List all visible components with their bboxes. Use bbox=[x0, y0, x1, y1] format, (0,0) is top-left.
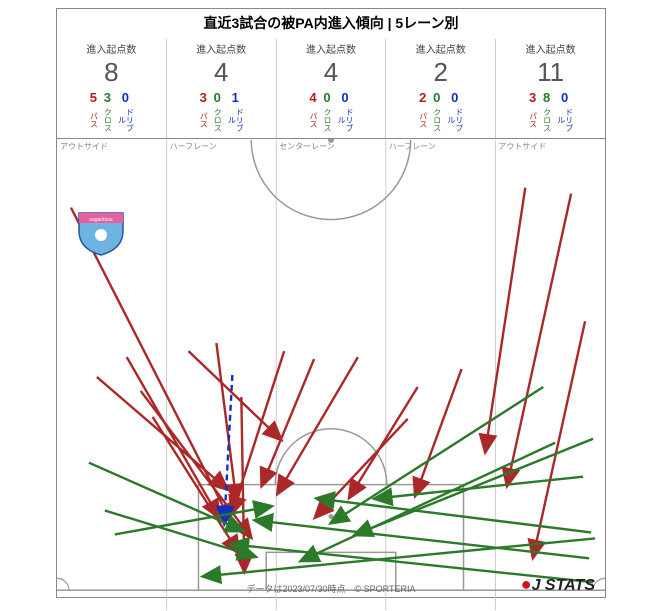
svg-text:sagantosu: sagantosu bbox=[89, 217, 112, 223]
lane-cell: 進入起点数22パス0クロス0ドリブル bbox=[386, 39, 496, 138]
arrow-drib bbox=[224, 375, 232, 522]
arrow-pass bbox=[316, 418, 408, 516]
jstats-logo: ●J STATS bbox=[521, 574, 595, 595]
arrow-pass bbox=[189, 351, 281, 439]
chart-container: 直近3試合の被PA内進入傾向 | 5レーン別 進入起点数85パス3クロス0ドリブ… bbox=[56, 8, 606, 598]
arrow-pass bbox=[141, 391, 251, 536]
pitch-area: アウトサイドハーフレーンセンターレーンハーフレーンアウトサイド sagantos… bbox=[57, 139, 605, 611]
lane-cell: 進入起点数113パス8クロス0ドリブル bbox=[496, 39, 605, 138]
lane-header-label: 進入起点数 bbox=[57, 41, 166, 56]
pitch-svg bbox=[57, 139, 605, 611]
arrow-cross bbox=[204, 538, 595, 576]
lane-total: 11 bbox=[496, 56, 605, 91]
arrow-cross bbox=[356, 438, 593, 534]
lane-total: 4 bbox=[277, 56, 386, 91]
lane-breakdown: 3パス0クロス1ドリブル bbox=[167, 91, 276, 134]
arrow-pass bbox=[278, 357, 358, 493]
arrow-pass bbox=[262, 359, 314, 485]
lane-cell: 進入起点数43パス0クロス1ドリブル bbox=[167, 39, 277, 138]
lane-cell: 進入起点数85パス3クロス0ドリブル bbox=[57, 39, 167, 138]
lane-cell: 進入起点数44パス0クロス0ドリブル bbox=[277, 39, 387, 138]
arrow-cross bbox=[105, 510, 254, 556]
arrow-pass bbox=[416, 369, 462, 495]
footer-text: データは2023/07/30時点 © SPORTERIA ●J STATS bbox=[57, 582, 605, 595]
arrow-pass bbox=[350, 387, 418, 497]
lane-header-label: 進入起点数 bbox=[167, 41, 276, 56]
arrow-pass bbox=[127, 357, 219, 516]
lane-breakdown: 3パス8クロス0ドリブル bbox=[496, 91, 605, 134]
team-badge-icon: sagantosu bbox=[75, 209, 127, 257]
lane-header-label: 進入起点数 bbox=[386, 41, 495, 56]
lane-total: 2 bbox=[386, 56, 495, 91]
lane-total: 8 bbox=[57, 56, 166, 91]
lane-total: 4 bbox=[167, 56, 276, 91]
chart-title: 直近3試合の被PA内進入傾向 | 5レーン別 bbox=[57, 9, 605, 39]
lane-header-label: 進入起点数 bbox=[496, 41, 605, 56]
lane-breakdown: 2パス0クロス0ドリブル bbox=[386, 91, 495, 134]
arrow-cross bbox=[376, 476, 583, 498]
arrow-cross bbox=[318, 498, 591, 532]
lane-breakdown: 4パス0クロス0ドリブル bbox=[277, 91, 386, 134]
lanes-header: 進入起点数85パス3クロス0ドリブル進入起点数43パス0クロス1ドリブル進入起点… bbox=[57, 39, 605, 139]
lane-breakdown: 5パス3クロス0ドリブル bbox=[57, 91, 166, 134]
arrow-pass bbox=[533, 321, 585, 556]
lane-header-label: 進入起点数 bbox=[277, 41, 386, 56]
